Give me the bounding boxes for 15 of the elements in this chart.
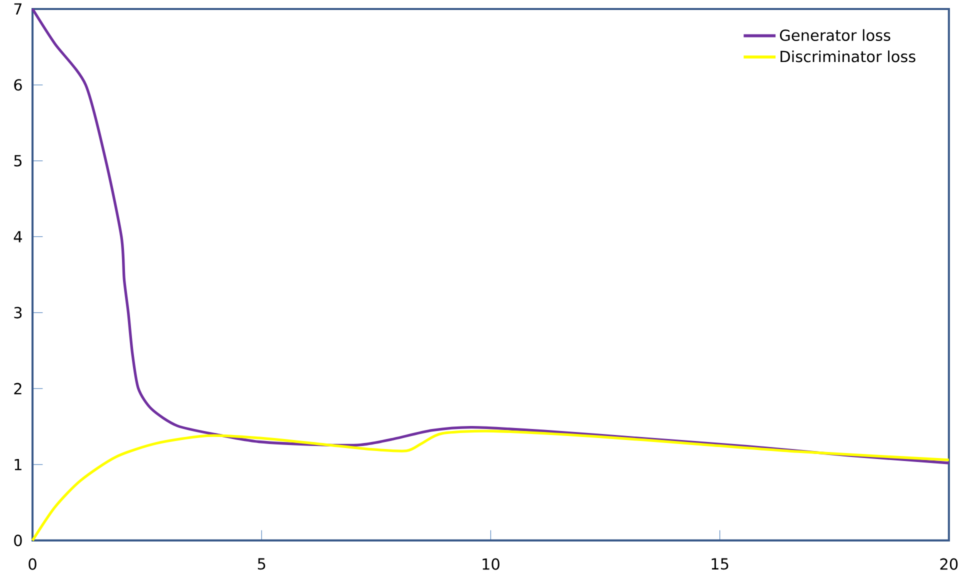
y-tick-label: 0 xyxy=(14,534,22,546)
legend-label: Discriminator loss xyxy=(780,50,916,62)
y-tick-label: 4 xyxy=(14,231,22,242)
y-tick-label: 3 xyxy=(14,306,22,318)
x-tick-label: 15 xyxy=(712,558,728,570)
y-tick-label: 2 xyxy=(14,382,22,394)
x-tick-label: 10 xyxy=(482,558,500,570)
y-tick-label: 5 xyxy=(14,155,22,166)
y-tick-label: 6 xyxy=(14,78,22,91)
x-tick-label: 0 xyxy=(28,558,36,570)
x-tick-label: 5 xyxy=(258,558,266,570)
legend-label: Generator loss xyxy=(780,29,890,41)
x-tick-label: 20 xyxy=(940,558,958,570)
y-tick-label: 1 xyxy=(14,458,22,470)
y-tick-label: 7 xyxy=(14,3,22,14)
